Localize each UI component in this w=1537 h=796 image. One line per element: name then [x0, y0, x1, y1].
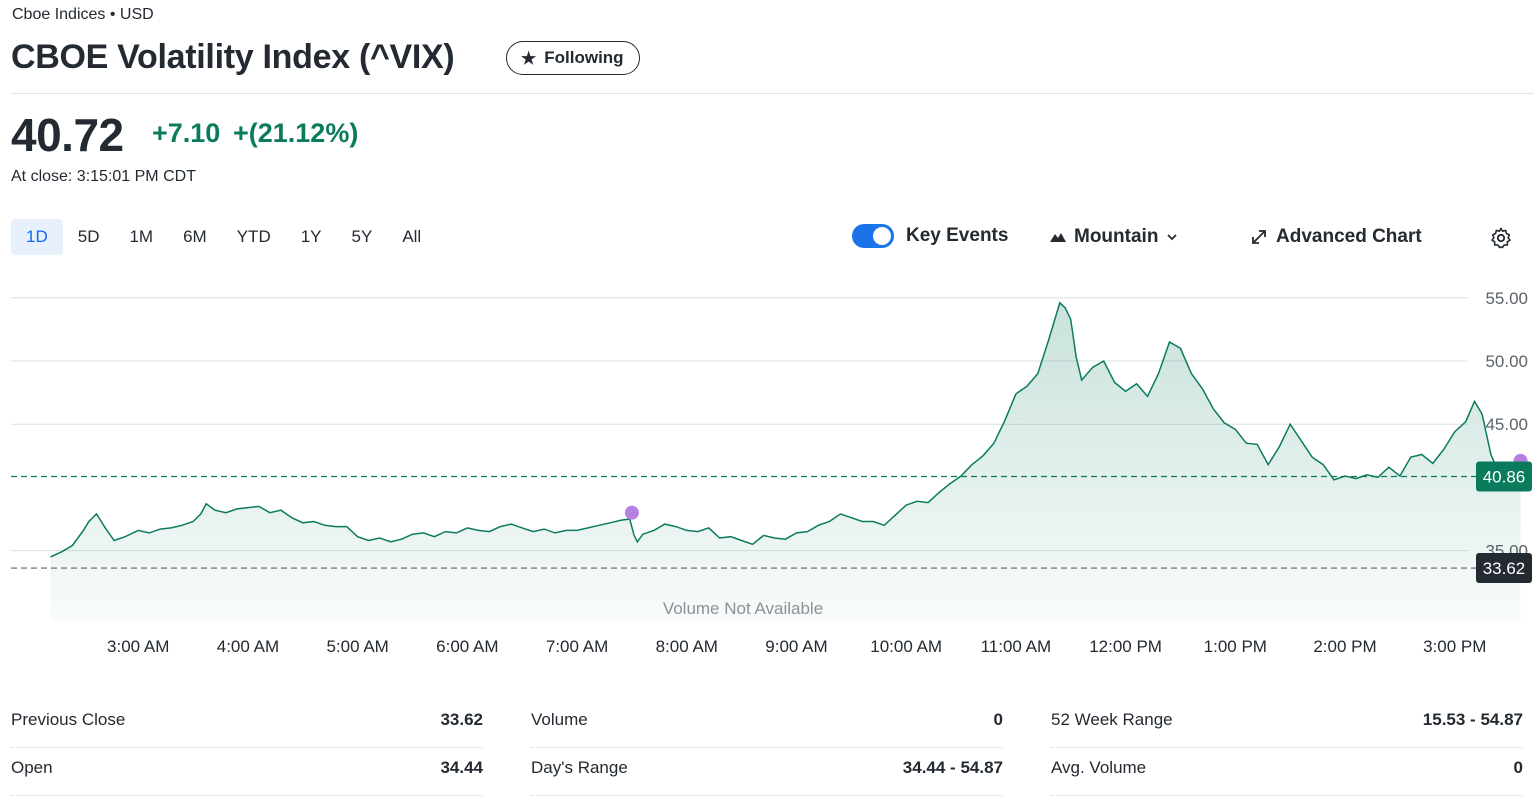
- x-tick-label: 5:00 AM: [326, 637, 388, 656]
- stat-label: Volume: [531, 710, 588, 729]
- chart-type-label: Mountain: [1074, 226, 1159, 247]
- x-tick-label: 12:00 PM: [1089, 637, 1162, 656]
- stats-column-2: Volume 0 Day's Range 34.44 - 54.87: [531, 700, 1003, 796]
- key-event-marker[interactable]: [624, 505, 639, 520]
- price-change: +7.10: [152, 118, 221, 148]
- range-1y[interactable]: 1Y: [286, 219, 337, 255]
- expand-icon: [1252, 230, 1266, 244]
- key-events-toggle[interactable]: [852, 224, 894, 248]
- stat-label: Open: [11, 758, 53, 777]
- key-events-label: Key Events: [906, 225, 1009, 246]
- range-1d[interactable]: 1D: [11, 219, 63, 255]
- key-events-control: Key Events: [852, 224, 1008, 248]
- range-1m[interactable]: 1M: [114, 219, 168, 255]
- stat-value: 34.44: [440, 758, 483, 777]
- range-5y[interactable]: 5Y: [337, 219, 388, 255]
- stats-column-3: 52 Week Range 15.53 - 54.87 Avg. Volume 0: [1051, 700, 1523, 796]
- range-all[interactable]: All: [387, 219, 436, 255]
- x-tick-label: 1:00 PM: [1204, 637, 1267, 656]
- previous-close-tag: 33.62: [1476, 553, 1532, 584]
- price-area: [50, 302, 1521, 620]
- stat-value: 15.53 - 54.87: [1422, 710, 1523, 729]
- x-tick-label: 4:00 AM: [217, 637, 279, 656]
- current-price-label: 40.86: [1483, 468, 1526, 487]
- chart-type-dropdown[interactable]: Mountain: [1049, 226, 1179, 248]
- range-ytd[interactable]: YTD: [222, 219, 286, 255]
- current-price-tag: 40.86: [1476, 461, 1532, 492]
- x-tick-label: 7:00 AM: [546, 637, 608, 656]
- price-change-percent: +(21.12%): [233, 118, 359, 148]
- following-button[interactable]: ★ Following: [506, 41, 640, 75]
- mountain-icon: [1050, 233, 1066, 242]
- toggle-knob: [873, 227, 891, 245]
- range-5d[interactable]: 5D: [63, 219, 115, 255]
- stat-row: 52 Week Range 15.53 - 54.87: [1051, 700, 1523, 748]
- volume-note: Volume Not Available: [663, 599, 823, 618]
- stat-value: 34.44 - 54.87: [902, 758, 1003, 777]
- exchange-label: Cboe Indices • USD: [12, 6, 154, 23]
- stats-column-1: Previous Close 33.62 Open 34.44: [11, 700, 483, 796]
- y-tick-label: 55.00: [1485, 289, 1528, 308]
- stat-label: 52 Week Range: [1051, 710, 1173, 729]
- y-tick-label: 50.00: [1485, 352, 1528, 371]
- x-tick-label: 6:00 AM: [436, 637, 498, 656]
- x-tick-label: 2:00 PM: [1313, 637, 1376, 656]
- y-tick-label: 45.00: [1485, 415, 1528, 434]
- stat-row: Avg. Volume 0: [1051, 748, 1523, 796]
- following-label: Following: [544, 48, 624, 67]
- chevron-down-icon: [1167, 234, 1178, 241]
- stat-row: Previous Close 33.62: [11, 700, 483, 748]
- range-selector: 1D 5D 1M 6M YTD 1Y 5Y All: [11, 219, 436, 255]
- stat-row: Open 34.44: [11, 748, 483, 796]
- settings-gear-icon[interactable]: [1489, 226, 1513, 250]
- stat-label: Avg. Volume: [1051, 758, 1147, 777]
- stat-row: Day's Range 34.44 - 54.87: [531, 748, 1003, 796]
- x-tick-label: 3:00 PM: [1423, 637, 1486, 656]
- advanced-chart-button[interactable]: Advanced Chart: [1250, 226, 1422, 248]
- x-tick-label: 3:00 AM: [107, 637, 169, 656]
- current-price: 40.72: [11, 109, 124, 161]
- stat-value: 33.62: [440, 710, 483, 729]
- x-tick-label: 8:00 AM: [656, 637, 718, 656]
- stat-label: Previous Close: [11, 710, 126, 729]
- x-tick-label: 11:00 AM: [981, 637, 1052, 656]
- stat-label: Day's Range: [531, 758, 628, 777]
- close-time: At close: 3:15:01 PM CDT: [11, 168, 196, 185]
- header-divider: [11, 93, 1534, 94]
- stat-value: 0: [1513, 758, 1523, 777]
- advanced-chart-label: Advanced Chart: [1276, 226, 1422, 247]
- x-tick-label: 10:00 AM: [870, 637, 942, 656]
- stat-value: 0: [993, 710, 1003, 729]
- x-tick-label: 9:00 AM: [765, 637, 827, 656]
- range-6m[interactable]: 6M: [168, 219, 222, 255]
- star-icon: ★: [521, 48, 537, 68]
- stat-row: Volume 0: [531, 700, 1003, 748]
- price-line: [50, 301, 1521, 558]
- page-title: CBOE Volatility Index (^VIX): [11, 38, 455, 76]
- previous-close-label: 33.62: [1483, 559, 1526, 578]
